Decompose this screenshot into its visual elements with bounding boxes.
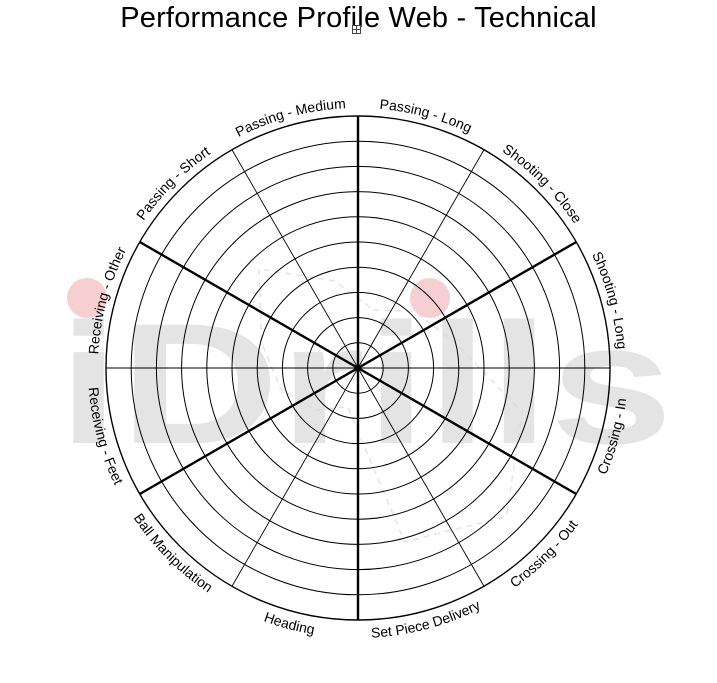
segment-label: Heading [262,609,316,638]
segment-label: Ball Manipulation [131,510,216,595]
watermark-text: iDrills [58,288,673,480]
segment-label: Shooting - Close [500,141,585,227]
web-spokes [106,116,610,620]
segment-label: Crossing - Out [507,517,581,591]
trace-path [258,268,523,543]
web-spoke [231,149,485,587]
move-handle-icon[interactable] [352,25,361,34]
faint-profile-trace [258,268,523,543]
watermark-dot [67,278,107,318]
segment-label: Passing - Long [379,96,475,136]
segment-label: Passing - Short [133,143,213,223]
